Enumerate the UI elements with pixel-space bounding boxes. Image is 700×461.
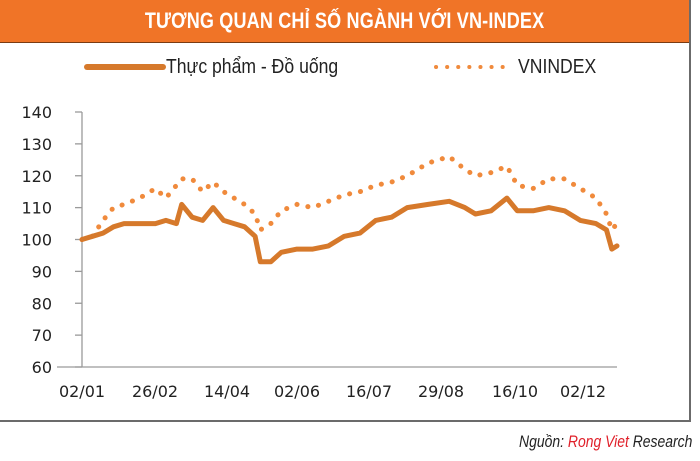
legend-item-vnindex: VNINDEX	[432, 52, 607, 82]
x-axis: 02/01 26/02 14/04 02/06 16/07 29/08 16/10 02/12	[57, 366, 617, 401]
y-tick-label: 130	[21, 135, 52, 154]
x-tick-label: 02/12	[560, 382, 606, 401]
y-tick-label: 70	[32, 326, 52, 345]
y-tick-label: 120	[21, 167, 52, 186]
x-tick-label: 26/02	[132, 382, 178, 401]
chart-frame	[0, 0, 691, 422]
y-tick-label: 90	[32, 262, 52, 281]
source-suffix: Research	[628, 432, 692, 451]
series-vnindex	[79, 153, 620, 242]
x-tick-label: 16/07	[346, 382, 392, 401]
chart-title: TƯƠNG QUAN CHỈ SỐ NGÀNH VỚI VN-INDEX	[144, 8, 545, 33]
source-prefix: Nguồn:	[518, 432, 568, 451]
x-tick-label: 02/01	[59, 382, 105, 401]
chart-series	[79, 153, 620, 265]
x-tick-label: 16/10	[492, 382, 538, 401]
source-note: Nguồn: Rong Viet Research	[519, 432, 692, 452]
source-brand: Rong Viet	[567, 432, 629, 451]
y-axis: 60 70 80 90 100 110 120 130 140	[21, 103, 83, 377]
legend-item-food-beverage: Thực phẩm - Đồ uống	[84, 52, 362, 82]
y-tick-label: 100	[21, 231, 52, 250]
legend-label-vnindex: VNINDEX	[518, 55, 597, 78]
y-tick-label: 140	[21, 103, 52, 122]
chart-legend: Thực phẩm - Đồ uống VNINDEX	[0, 52, 689, 82]
x-tick-label: 14/04	[204, 382, 250, 401]
series-food-beverage	[79, 195, 620, 265]
chart-header: TƯƠNG QUAN CHỈ SỐ NGÀNH VỚI VN-INDEX	[0, 0, 689, 43]
y-tick-label: 110	[21, 199, 52, 218]
x-tick-label: 29/08	[418, 382, 464, 401]
y-tick-label: 60	[32, 358, 52, 377]
dotted-line-swatch-icon	[434, 65, 510, 69]
solid-line-swatch-icon	[84, 64, 166, 70]
y-tick-label: 80	[32, 294, 52, 313]
x-tick-label: 02/06	[274, 382, 320, 401]
legend-label-food-beverage: Thực phẩm - Đồ uống	[166, 55, 339, 78]
